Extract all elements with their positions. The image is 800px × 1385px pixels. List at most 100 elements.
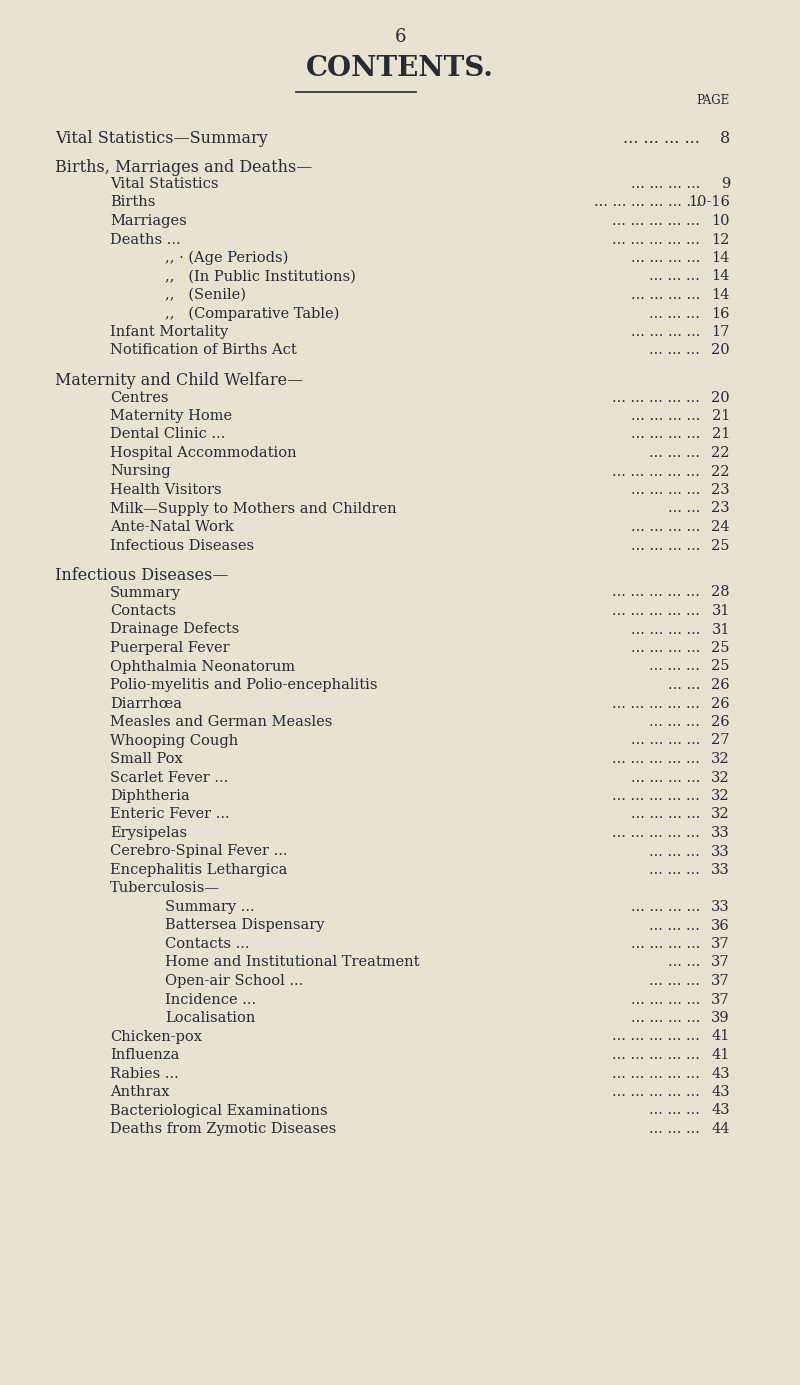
Text: Summary ...: Summary ... <box>165 900 254 914</box>
Text: ... ... ... ...: ... ... ... ... <box>630 483 700 497</box>
Text: Infectious Diseases—: Infectious Diseases— <box>55 566 229 584</box>
Text: 22: 22 <box>711 464 730 478</box>
Text: 33: 33 <box>711 825 730 839</box>
Text: 36: 36 <box>711 918 730 932</box>
Text: ... ... ... ... ...: ... ... ... ... ... <box>612 825 700 839</box>
Text: Anthrax: Anthrax <box>110 1084 170 1100</box>
Text: 9: 9 <box>721 177 730 191</box>
Text: 16: 16 <box>711 306 730 320</box>
Text: ... ... ...: ... ... ... <box>649 343 700 357</box>
Text: 20: 20 <box>711 343 730 357</box>
Text: Summary: Summary <box>110 586 181 600</box>
Text: ... ... ... ...: ... ... ... ... <box>630 325 700 339</box>
Text: ... ... ... ...: ... ... ... ... <box>630 734 700 748</box>
Text: ... ... ...: ... ... ... <box>649 446 700 460</box>
Text: ... ... ... ...: ... ... ... ... <box>630 519 700 535</box>
Text: ... ... ... ...: ... ... ... ... <box>630 177 700 191</box>
Text: Ophthalmia Neonatorum: Ophthalmia Neonatorum <box>110 659 295 673</box>
Text: Rabies ...: Rabies ... <box>110 1066 178 1080</box>
Text: Home and Institutional Treatment: Home and Institutional Treatment <box>165 956 419 970</box>
Text: 14: 14 <box>712 270 730 284</box>
Text: Measles and German Measles: Measles and German Measles <box>110 715 332 729</box>
Text: Deaths ...: Deaths ... <box>110 233 181 247</box>
Text: ... ... ... ...: ... ... ... ... <box>630 288 700 302</box>
Text: Marriages: Marriages <box>110 215 186 229</box>
Text: Vital Statistics: Vital Statistics <box>110 177 218 191</box>
Text: ... ... ... ... ...: ... ... ... ... ... <box>612 604 700 618</box>
Text: ... ... ... ...: ... ... ... ... <box>630 641 700 655</box>
Text: 31: 31 <box>711 622 730 637</box>
Text: Localisation: Localisation <box>165 1011 255 1025</box>
Text: 10-16: 10-16 <box>688 195 730 209</box>
Text: ... ... ...: ... ... ... <box>649 306 700 320</box>
Text: 44: 44 <box>711 1122 730 1136</box>
Text: Scarlet Fever ...: Scarlet Fever ... <box>110 770 228 784</box>
Text: Enteric Fever ...: Enteric Fever ... <box>110 807 230 821</box>
Text: 26: 26 <box>711 715 730 729</box>
Text: ... ... ...: ... ... ... <box>649 270 700 284</box>
Text: 28: 28 <box>711 586 730 600</box>
Text: ... ... ... ... ...: ... ... ... ... ... <box>612 1084 700 1100</box>
Text: ... ...: ... ... <box>668 956 700 970</box>
Text: Nursing: Nursing <box>110 464 170 478</box>
Text: ... ... ...: ... ... ... <box>649 974 700 988</box>
Text: Bacteriological Examinations: Bacteriological Examinations <box>110 1104 328 1118</box>
Text: 27: 27 <box>711 734 730 748</box>
Text: Births: Births <box>110 195 155 209</box>
Text: ... ... ... ...: ... ... ... ... <box>630 539 700 553</box>
Text: ... ... ...: ... ... ... <box>649 918 700 932</box>
Text: Centres: Centres <box>110 391 169 404</box>
Text: 31: 31 <box>711 604 730 618</box>
Text: ... ...: ... ... <box>668 679 700 692</box>
Text: 17: 17 <box>712 325 730 339</box>
Text: ,,   (Senile): ,, (Senile) <box>165 288 246 302</box>
Text: 33: 33 <box>711 900 730 914</box>
Text: 33: 33 <box>711 845 730 859</box>
Text: 10: 10 <box>711 215 730 229</box>
Text: 32: 32 <box>711 807 730 821</box>
Text: 6: 6 <box>394 28 406 46</box>
Text: 14: 14 <box>712 288 730 302</box>
Text: Births, Marriages and Deaths—: Births, Marriages and Deaths— <box>55 158 312 176</box>
Text: ... ... ... ...: ... ... ... ... <box>630 770 700 784</box>
Text: 32: 32 <box>711 752 730 766</box>
Text: ... ... ... ...: ... ... ... ... <box>630 993 700 1007</box>
Text: Incidence ...: Incidence ... <box>165 993 256 1007</box>
Text: Open-air School ...: Open-air School ... <box>165 974 303 988</box>
Text: Health Visitors: Health Visitors <box>110 483 222 497</box>
Text: 21: 21 <box>712 409 730 422</box>
Text: ... ... ... ... ...: ... ... ... ... ... <box>612 1048 700 1062</box>
Text: Tuberculosis—: Tuberculosis— <box>110 881 220 896</box>
Text: Chicken-pox: Chicken-pox <box>110 1029 202 1043</box>
Text: 37: 37 <box>711 974 730 988</box>
Text: ,,   (Comparative Table): ,, (Comparative Table) <box>165 306 339 321</box>
Text: Contacts ...: Contacts ... <box>165 938 250 951</box>
Text: PAGE: PAGE <box>697 94 730 107</box>
Text: Encephalitis Lethargica: Encephalitis Lethargica <box>110 863 287 877</box>
Text: ... ... ... ...: ... ... ... ... <box>630 1011 700 1025</box>
Text: 43: 43 <box>711 1084 730 1100</box>
Text: 24: 24 <box>711 519 730 535</box>
Text: ... ... ... ...: ... ... ... ... <box>630 938 700 951</box>
Text: 14: 14 <box>712 251 730 265</box>
Text: Influenza: Influenza <box>110 1048 179 1062</box>
Text: ,, · (Age Periods): ,, · (Age Periods) <box>165 251 288 266</box>
Text: ... ... ... ... ...: ... ... ... ... ... <box>612 586 700 600</box>
Text: ... ... ...: ... ... ... <box>649 863 700 877</box>
Text: ... ... ... ... ...: ... ... ... ... ... <box>612 789 700 803</box>
Text: 26: 26 <box>711 679 730 692</box>
Text: Deaths from Zymotic Diseases: Deaths from Zymotic Diseases <box>110 1122 336 1136</box>
Text: 12: 12 <box>712 233 730 247</box>
Text: Contacts: Contacts <box>110 604 176 618</box>
Text: ... ... ...: ... ... ... <box>649 1104 700 1118</box>
Text: ... ... ... ... ...: ... ... ... ... ... <box>612 697 700 711</box>
Text: ... ... ... ...: ... ... ... ... <box>630 622 700 637</box>
Text: Puerperal Fever: Puerperal Fever <box>110 641 230 655</box>
Text: ... ... ... ...: ... ... ... ... <box>630 251 700 265</box>
Text: Infant Mortality: Infant Mortality <box>110 325 228 339</box>
Text: 26: 26 <box>711 697 730 711</box>
Text: 20: 20 <box>711 391 730 404</box>
Text: ... ... ... ... ...: ... ... ... ... ... <box>612 233 700 247</box>
Text: ... ... ... ... ...: ... ... ... ... ... <box>612 1029 700 1043</box>
Text: 37: 37 <box>711 993 730 1007</box>
